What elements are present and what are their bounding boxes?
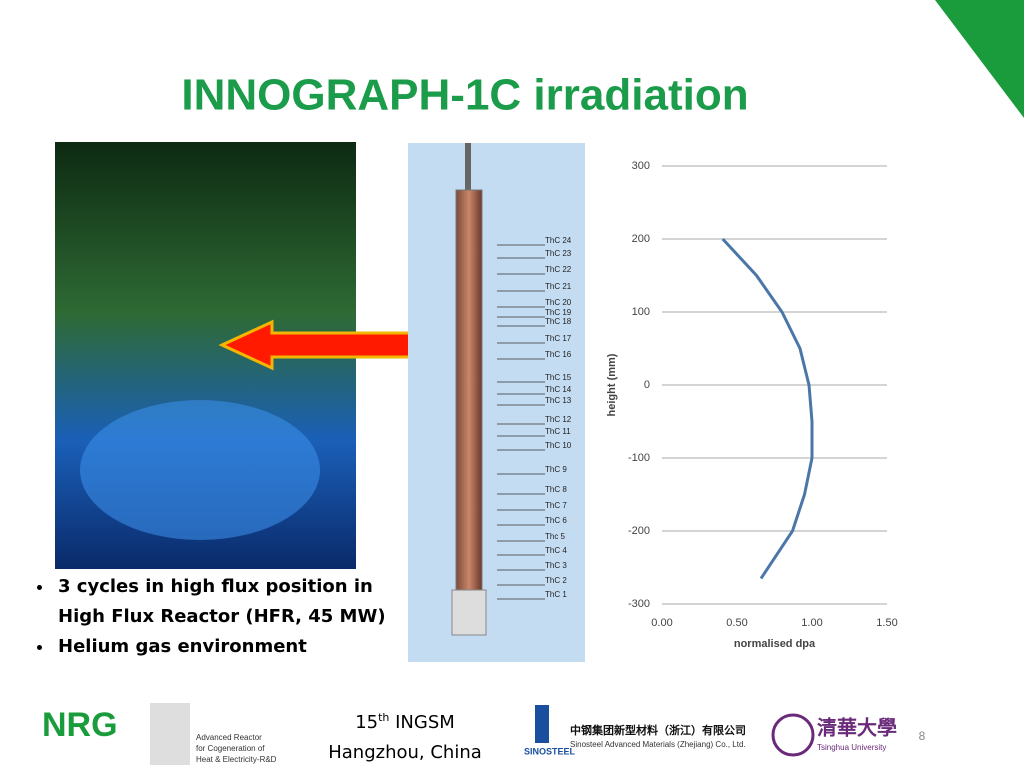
- event: INGSM: [395, 712, 455, 733]
- bullet-list: 3 cycles in high flux position in High F…: [26, 572, 394, 662]
- archer-tagline: for Cogeneration of: [196, 744, 265, 753]
- thermocouple-label: ThC 15: [545, 373, 572, 382]
- rig-tube: [455, 189, 483, 611]
- slide-title: INNOGRAPH-1C irradiation: [181, 71, 748, 120]
- thermocouple-label: Thc 5: [545, 532, 566, 541]
- x-tick-label: 0.50: [726, 617, 747, 629]
- archer-figure: [150, 703, 190, 765]
- tsinghua-cn: 清華大學: [817, 715, 897, 739]
- bullet: 3 cycles in high flux position in High F…: [54, 572, 394, 632]
- x-tick-label: 1.00: [801, 617, 822, 629]
- thermocouple-label: ThC 12: [545, 415, 572, 424]
- y-tick-label: 100: [632, 306, 650, 318]
- y-axis-label: height (mm): [606, 353, 618, 416]
- edition: 15: [355, 712, 379, 733]
- edition-suffix: th: [378, 711, 390, 724]
- thermocouple-label: ThC 13: [545, 396, 572, 405]
- thermocouple-label: ThC 22: [545, 265, 572, 274]
- location: Hangzhou, China: [328, 742, 482, 763]
- sinosteel-mark: SINOSTEEL: [524, 746, 576, 756]
- thermocouple-label: ThC 7: [545, 501, 567, 510]
- sinosteel-mark-shape: [535, 705, 549, 743]
- thermocouple-label: ThC 6: [545, 516, 567, 525]
- rig-diagram: [408, 143, 585, 662]
- thermocouple-label: ThC 1: [545, 590, 567, 599]
- rig-rod: [465, 143, 471, 193]
- page-number: 8: [919, 729, 926, 743]
- y-tick-label: -100: [628, 452, 650, 464]
- x-axis-label: normalised dpa: [734, 638, 816, 650]
- y-tick-label: 300: [632, 160, 650, 172]
- reactor-glow: [80, 400, 320, 540]
- thermocouple-label: ThC 10: [545, 441, 572, 450]
- footer-event-line: 15th INGSM: [310, 703, 500, 738]
- thermocouple-label: ThC 20: [545, 298, 572, 307]
- nrg-logo: NRG: [42, 706, 118, 744]
- sinosteel-en: Sinosteel Advanced Materials (Zhejiang) …: [570, 740, 746, 749]
- rig-base: [451, 589, 487, 636]
- thermocouple-label: ThC 9: [545, 465, 567, 474]
- data-line: [721, 237, 814, 580]
- y-tick-label: 200: [632, 233, 650, 245]
- thermocouple-label: ThC 2: [545, 576, 567, 585]
- footer: 15th INGSM Hangzhou, China: [310, 703, 500, 768]
- thermocouple-label: ThC 8: [545, 485, 567, 494]
- tsinghua-en: Tsinghua University: [817, 743, 886, 752]
- archer-tagline: Heat & Electricity-R&D: [196, 755, 277, 764]
- y-tick-label: 0: [644, 379, 650, 391]
- thermocouple-label: ThC 17: [545, 334, 572, 343]
- thermocouple-label: ThC 21: [545, 282, 572, 291]
- thermocouple-label: ThC 23: [545, 249, 572, 258]
- x-tick-label: 1.50: [876, 617, 897, 629]
- archer-tagline: Advanced Reactor: [196, 733, 262, 742]
- bullet: Helium gas environment: [54, 632, 394, 662]
- thermocouple-label: ThC 3: [545, 561, 567, 570]
- sinosteel-cn: 中钢集团新型材料（浙江）有限公司: [570, 723, 746, 737]
- thermocouple-label: ThC 18: [545, 317, 572, 326]
- tsinghua-seal: [771, 713, 815, 757]
- y-tick-label: -200: [628, 525, 650, 537]
- thermocouple-label: ThC 19: [545, 308, 572, 317]
- y-tick-label: -300: [628, 598, 650, 610]
- x-tick-label: 0.00: [651, 617, 672, 629]
- thermocouple-label: ThC 11: [545, 427, 571, 436]
- corner-triangle: [935, 0, 1024, 118]
- thermocouple-label: ThC 14: [545, 385, 572, 394]
- thermocouple-label: ThC 16: [545, 350, 572, 359]
- thermocouple-label: ThC 24: [545, 236, 572, 245]
- thermocouple-label: ThC 4: [545, 546, 567, 555]
